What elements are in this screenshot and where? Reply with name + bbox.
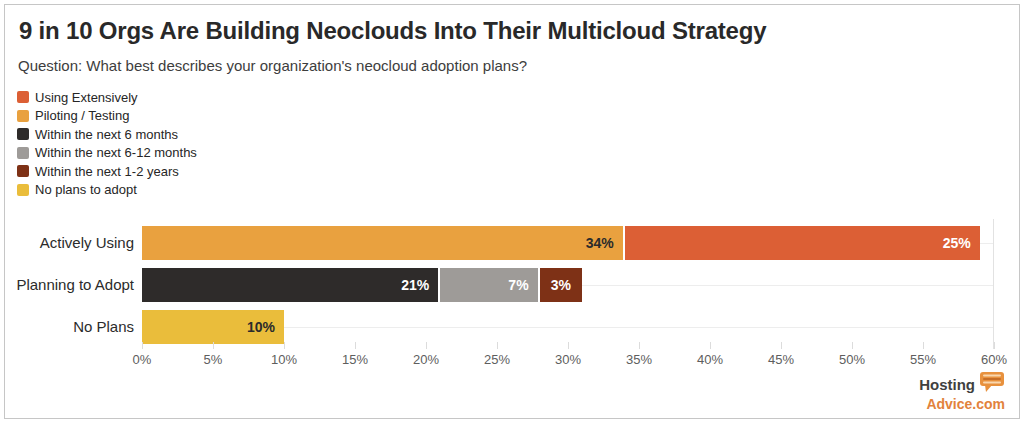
category-label: Planning to Adopt [4,268,134,302]
legend-item: No plans to adopt [17,181,197,200]
tick-label: 50% [839,352,865,367]
tick-mark [639,342,640,349]
tick-label: 0% [133,352,152,367]
category-label: Actively Using [4,226,134,260]
tick-mark [781,342,782,349]
plot-area: 34%25% 21%7%3% 10% [142,219,994,349]
brand-name-bottom: Advice.com [926,396,1005,412]
tick-label: 40% [697,352,723,367]
tick-mark [568,342,569,349]
chart-title: 9 in 10 Orgs Are Building Neoclouds Into… [19,17,766,45]
legend-item: Within the next 6-12 months [17,144,197,163]
tick-mark [497,342,498,349]
legend-item: Using Extensively [17,88,197,107]
tick-label: 35% [626,352,652,367]
tick-label: 5% [204,352,223,367]
tick-mark [923,342,924,349]
tick-mark [213,342,214,349]
bar-segment: 34% [142,226,625,260]
tick-label: 25% [484,352,510,367]
legend-label: Within the next 1-2 years [35,164,179,179]
tick-mark [710,342,711,349]
tick-mark [426,342,427,349]
tick-label: 15% [342,352,368,367]
legend-label: Within the next 6-12 months [35,145,197,160]
tick-mark [284,342,285,349]
bar-row: 34%25% [142,226,994,260]
bar-segment: 21% [142,268,440,302]
legend-swatch-icon [17,184,29,196]
chart-subtitle: Question: What best describes your organ… [18,57,527,74]
tick-mark [994,342,995,349]
tick-mark [852,342,853,349]
brand-name-top: Hosting [919,376,975,393]
brand-logo: Hosting Advice.com [919,371,1005,412]
legend-swatch-icon [17,147,29,159]
x-axis: 0%5%10%15%20%25%30%35%40%45%50%55%60% [142,349,994,369]
tick-label: 30% [555,352,581,367]
legend-label: Using Extensively [35,90,138,105]
legend: Using Extensively Piloting / Testing Withi… [17,88,197,199]
tick-label: 10% [271,352,297,367]
legend-swatch-icon [17,110,29,122]
bar-segment: 3% [540,268,583,302]
tick-mark [142,342,143,349]
legend-item: Within the next 6 months [17,125,197,144]
legend-item: Within the next 1-2 years [17,162,197,181]
legend-label: No plans to adopt [35,182,137,197]
bar-row: 21%7%3% [142,268,994,302]
speech-bubble-server-icon [979,371,1005,397]
category-label: No Plans [4,310,134,344]
tick-label: 60% [981,352,1007,367]
bar-segment: 7% [440,268,539,302]
legend-label: Within the next 6 months [35,127,178,142]
legend-item: Piloting / Testing [17,107,197,126]
tick-mark [355,342,356,349]
bar-row: 10% [142,310,994,344]
bar-segment: 10% [142,310,284,344]
legend-swatch-icon [17,128,29,140]
legend-swatch-icon [17,165,29,177]
legend-swatch-icon [17,91,29,103]
tick-label: 55% [910,352,936,367]
chart-card: 9 in 10 Orgs Are Building Neoclouds Into… [0,0,1024,423]
bar-segment: 25% [625,226,980,260]
tick-label: 20% [413,352,439,367]
legend-label: Piloting / Testing [35,108,129,123]
tick-label: 45% [768,352,794,367]
